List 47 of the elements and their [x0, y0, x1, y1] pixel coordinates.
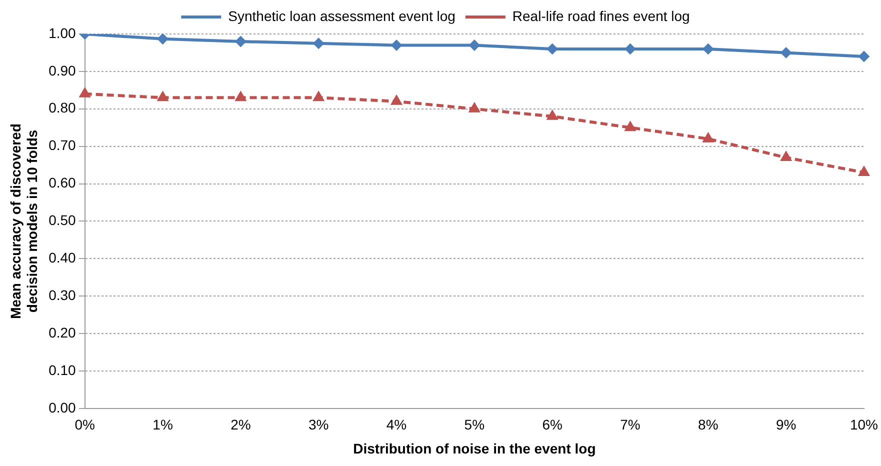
x-tick-label: 0% — [74, 416, 95, 433]
y-tick-label: 0.30 — [48, 286, 76, 303]
x-tick-label: 4% — [386, 416, 407, 433]
y-tick-label: 0.90 — [48, 62, 76, 78]
point — [858, 50, 870, 62]
point — [624, 121, 636, 132]
x-tick-label: 1% — [152, 416, 173, 433]
x-axis-title: Distribution of noise in the event log — [353, 440, 596, 456]
y-axis-title: Mean accuracy of discovered decision models in 10 folds — [7, 124, 40, 319]
point — [702, 43, 714, 54]
point — [79, 87, 91, 98]
y-tick-label: 0.40 — [48, 250, 76, 266]
point — [234, 91, 246, 102]
point — [858, 166, 870, 176]
y-tick-label: 0.10 — [48, 362, 76, 378]
y-tick-label: 0.80 — [48, 100, 76, 116]
y-tick-label: 0.20 — [48, 324, 76, 340]
x-tick-label: 9% — [776, 416, 796, 433]
y-tick-label: 1.00 — [48, 24, 76, 41]
point — [157, 34, 168, 44]
point — [780, 47, 792, 58]
point — [546, 43, 558, 54]
point — [780, 151, 792, 162]
point — [468, 40, 480, 51]
point — [468, 102, 480, 112]
y-tick-label: 0.60 — [48, 174, 76, 191]
point — [235, 36, 246, 47]
point — [391, 40, 402, 51]
x-tick-label: 5% — [464, 416, 485, 433]
x-tick-label: 2% — [230, 416, 251, 433]
point — [313, 38, 324, 49]
point — [390, 94, 402, 105]
point — [312, 91, 324, 102]
point — [624, 43, 636, 54]
point — [546, 110, 558, 120]
legend-label: Real-life road fines event log — [512, 8, 690, 24]
x-tick-label: 7% — [620, 416, 640, 433]
legend-label: Synthetic loan assessment event log — [228, 8, 456, 24]
point — [157, 91, 168, 102]
point — [702, 132, 714, 142]
x-tick-label: 6% — [542, 416, 562, 433]
y-tick-label: 0.00 — [48, 399, 76, 416]
x-tick-label: 3% — [308, 416, 329, 433]
x-tick-label: 10% — [850, 416, 878, 433]
y-tick-label: 0.70 — [48, 137, 76, 154]
y-tick-label: 0.50 — [48, 212, 76, 228]
x-tick-label: 8% — [698, 416, 718, 433]
